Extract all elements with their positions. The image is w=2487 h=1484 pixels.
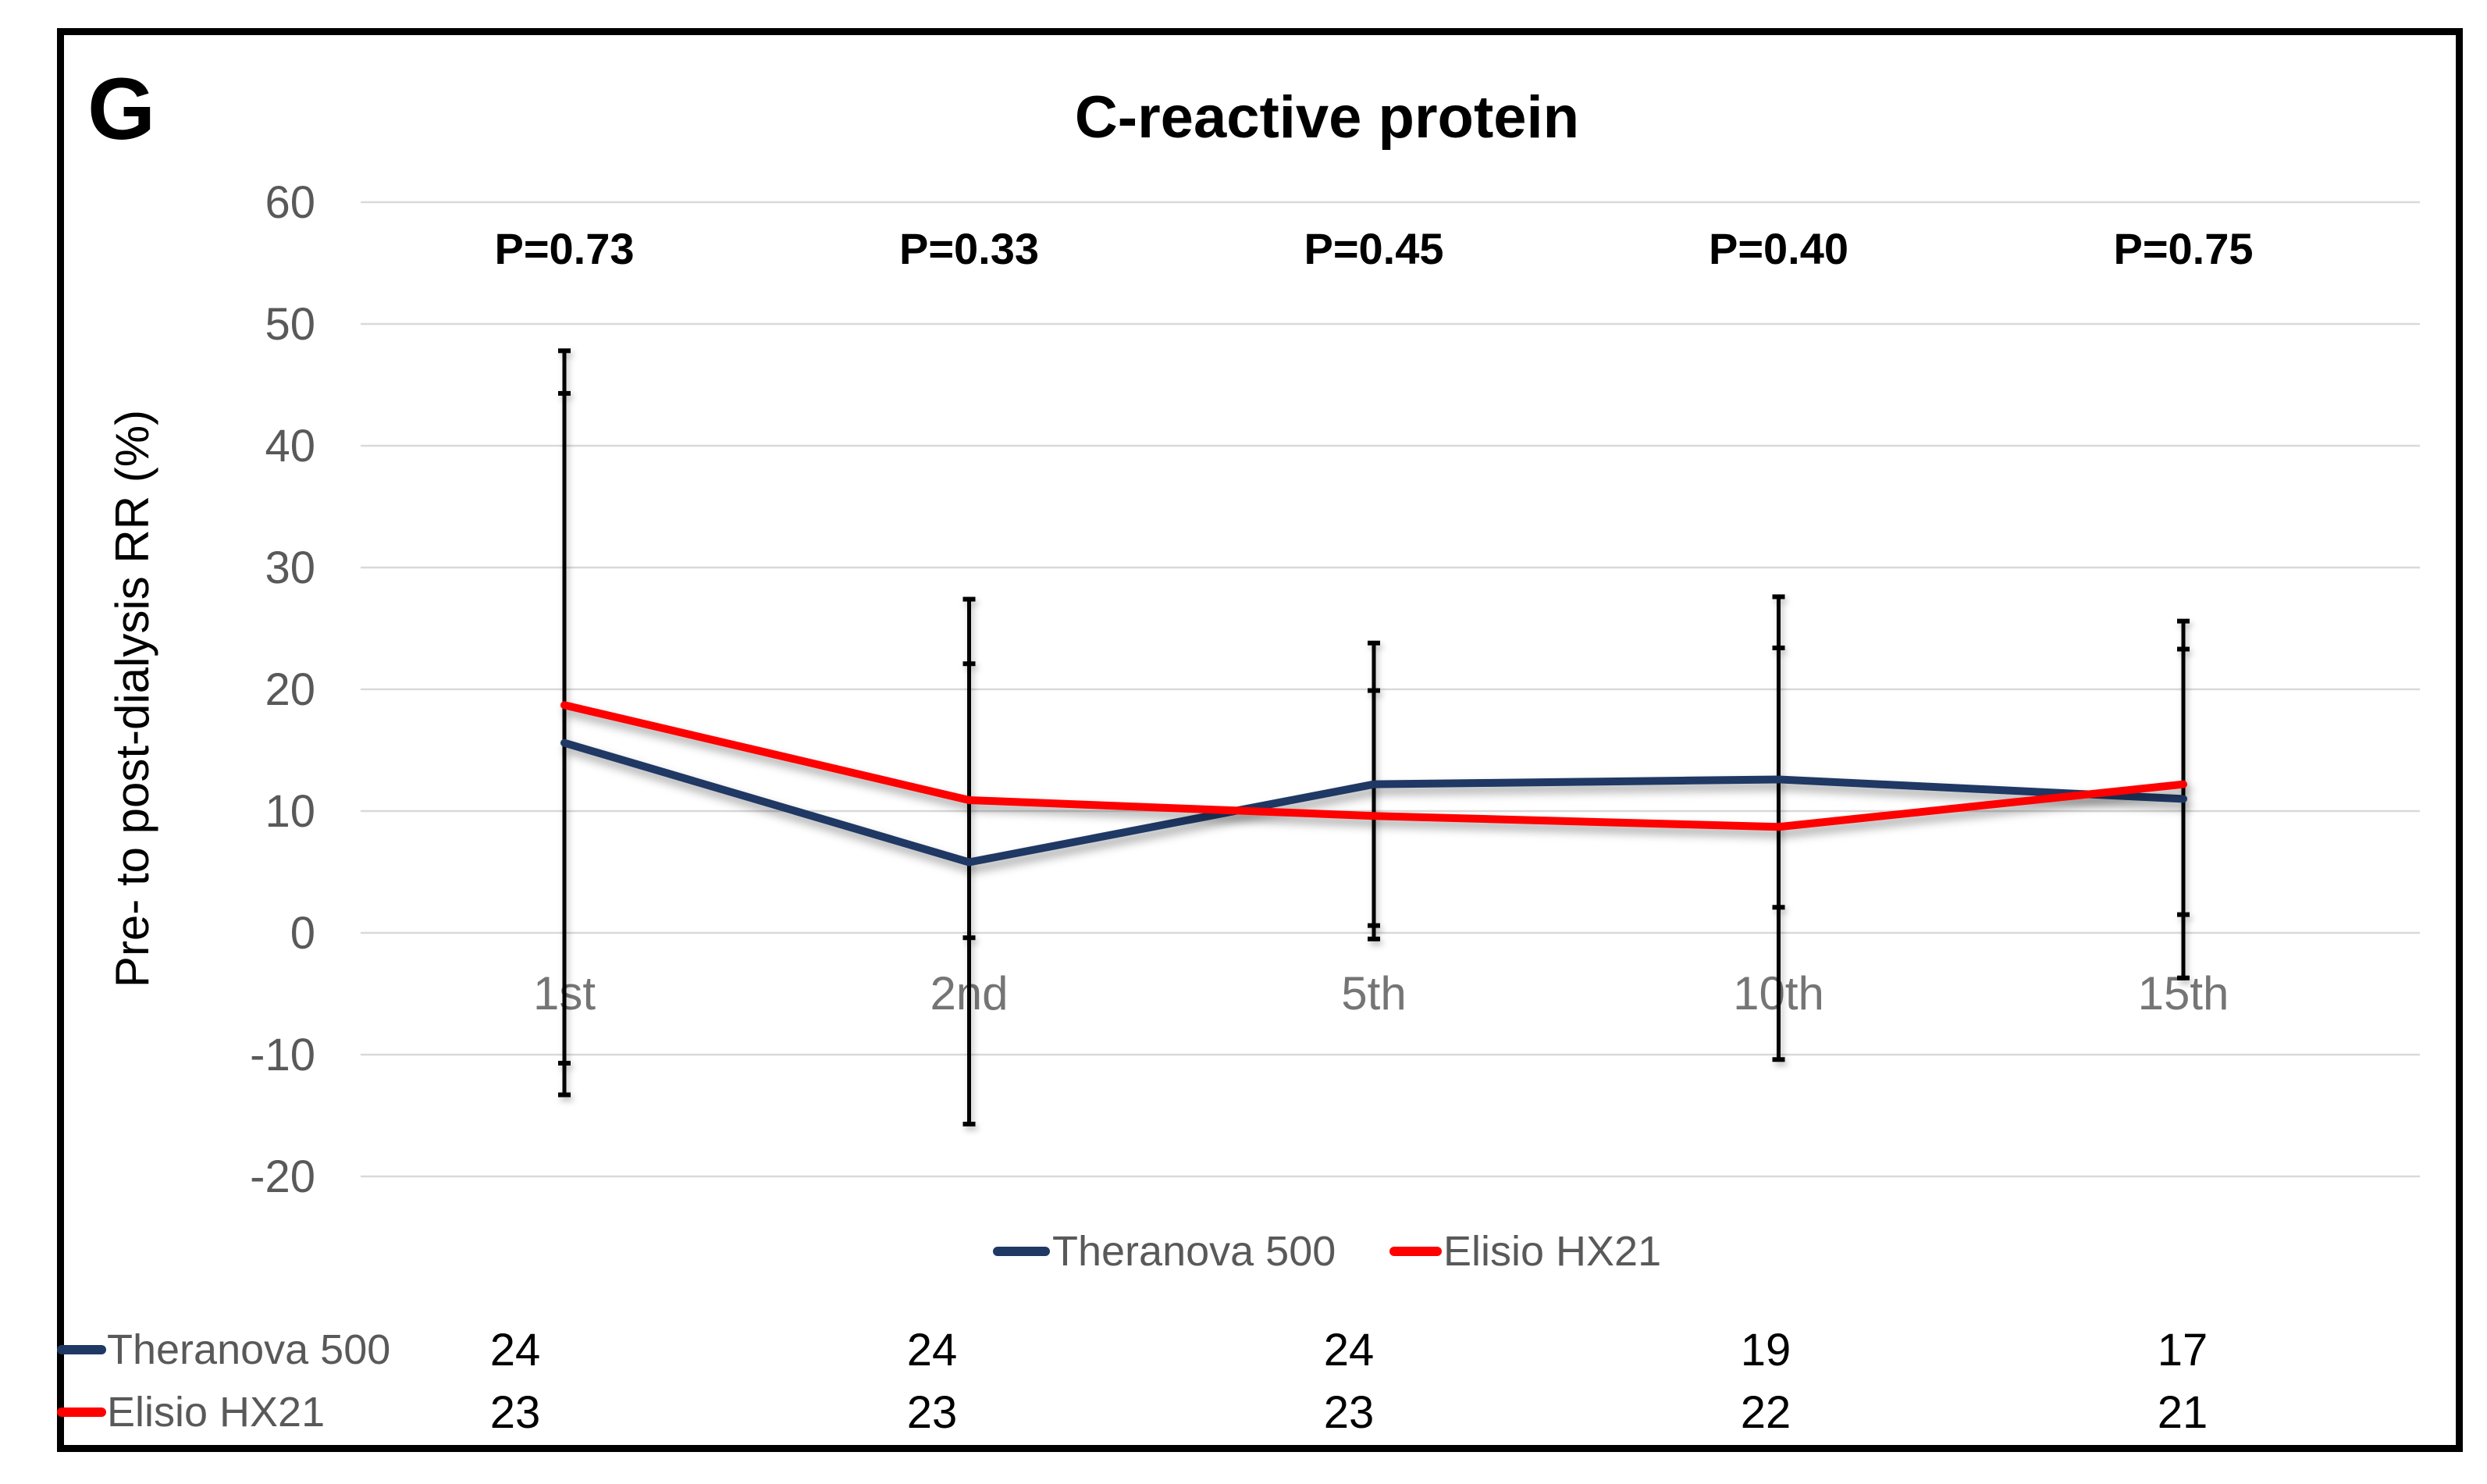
legend-label: Elisio HX21 [1443,1228,1661,1275]
y-tick-label: 50 [265,299,315,350]
table-count-cell: 17 [2158,1325,2208,1375]
table-count-cell: 23 [1324,1387,1375,1438]
y-tick-label: -20 [250,1151,315,1202]
table-count-cell: 24 [1324,1325,1375,1375]
table-count-cell: 23 [490,1387,541,1438]
panel-label: G [87,60,156,158]
p-value-label: P=0.33 [899,224,1039,273]
table-count-cell: 19 [1741,1325,1791,1375]
p-value-label: P=0.40 [1709,224,1848,273]
table-row-label: Theranova 500 [107,1326,390,1373]
legend-item: Theranova 500 [993,1228,1336,1275]
table-row-label: Elisio HX21 [107,1389,325,1436]
y-axis-title: Pre- to post-dialysis RR (%) [106,410,158,988]
legend: Theranova 500 Elisio HX21 [993,1228,1661,1275]
table-count-cell: 22 [1741,1387,1791,1438]
x-axis-category-labels: 1st 2nd 5th 10th 15th [533,967,2229,1020]
chart-title: C-reactive protein [1075,84,1579,151]
y-tick-label: 10 [265,786,315,837]
y-axis-tick-labels: 60 50 40 30 20 10 0 -10 -20 [250,177,315,1202]
legend-item: Elisio HX21 [1389,1228,1661,1275]
series-line-theranova-500 [560,738,2187,867]
y-tick-label: 20 [265,664,315,715]
figure-frame [57,28,2463,1452]
table-count-cell: 24 [907,1325,958,1375]
y-tick-label: 0 [290,908,315,959]
y-tick-label: -10 [250,1030,315,1080]
x-category-label: 5th [1341,967,1406,1020]
table-count-cell: 24 [490,1325,541,1375]
gridlines [361,201,2420,1178]
table-row: Elisio HX21 23 23 23 22 21 [57,1387,2208,1438]
p-value-label: P=0.73 [494,224,634,273]
p-value-label: P=0.75 [2113,224,2253,273]
p-value-label: P=0.45 [1304,224,1443,273]
table-row: Theranova 500 24 24 24 19 17 [57,1325,2208,1375]
table-count-cell: 23 [907,1387,958,1438]
y-tick-label: 60 [265,177,315,228]
legend-label: Theranova 500 [1052,1228,1336,1275]
sample-size-table: Theranova 500 24 24 24 19 17 Elisio HX21 23 23 23… [57,1325,2208,1438]
series-lines [560,701,2187,867]
y-tick-label: 30 [265,543,315,593]
series-line-elisio-hx21 [560,701,2187,831]
y-tick-label: 40 [265,421,315,472]
p-value-annotations: P=0.73 P=0.33 P=0.45 P=0.40 P=0.75 [494,224,2253,273]
table-count-cell: 21 [2158,1387,2208,1438]
